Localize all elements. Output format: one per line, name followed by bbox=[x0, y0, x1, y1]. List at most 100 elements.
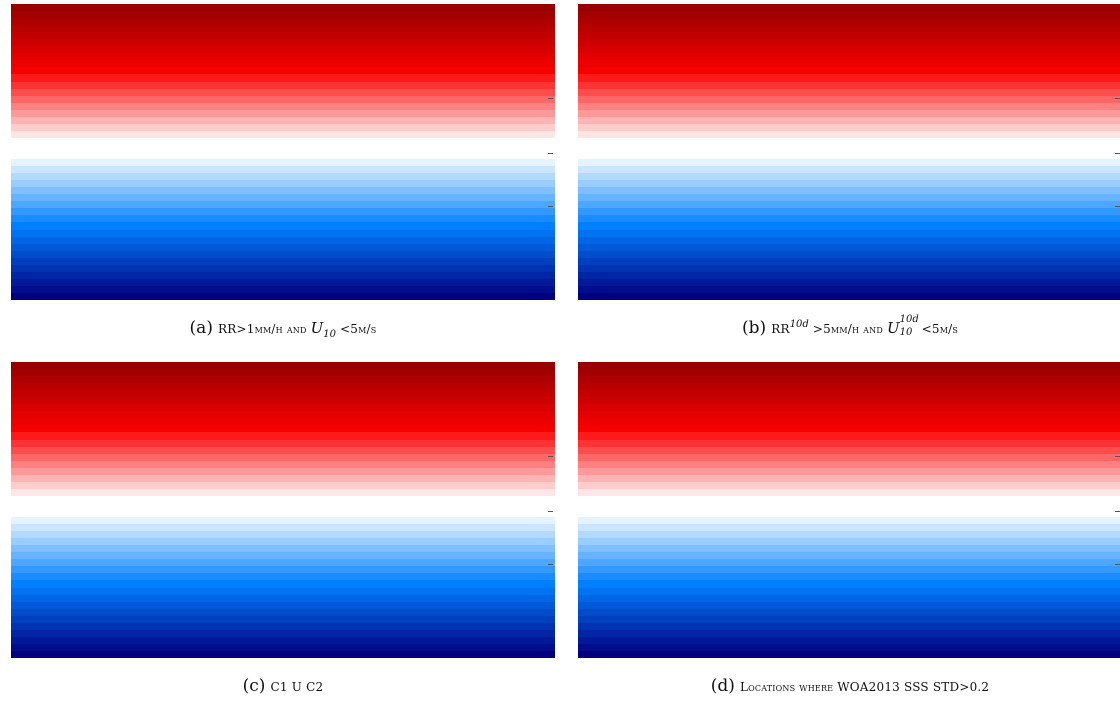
map-panel-a bbox=[11, 4, 555, 300]
color-band bbox=[11, 524, 555, 534]
color-band bbox=[11, 418, 555, 428]
color-band bbox=[11, 517, 555, 527]
color-band bbox=[11, 650, 555, 658]
color-band bbox=[11, 250, 555, 260]
caption-d-label: (d) bbox=[710, 676, 735, 696]
color-band bbox=[11, 67, 555, 77]
color-band bbox=[578, 488, 1120, 498]
color-band bbox=[578, 538, 1120, 548]
color-band bbox=[578, 573, 1120, 583]
color-band bbox=[11, 594, 555, 604]
color-band bbox=[11, 397, 555, 407]
color-band bbox=[11, 215, 555, 225]
color-band bbox=[578, 481, 1120, 491]
color-band bbox=[11, 285, 555, 295]
caption-b-label: (b) bbox=[741, 318, 767, 338]
color-band bbox=[578, 397, 1120, 407]
color-band bbox=[578, 271, 1120, 281]
color-band bbox=[578, 166, 1120, 176]
color-band bbox=[578, 545, 1120, 555]
color-band bbox=[11, 264, 555, 274]
caption-b-text2: >5mm/h and bbox=[808, 322, 887, 336]
color-band bbox=[11, 446, 555, 456]
color-band bbox=[578, 608, 1120, 618]
color-band bbox=[578, 524, 1120, 534]
edge-tick bbox=[1115, 152, 1120, 154]
color-band bbox=[578, 502, 1120, 512]
color-band bbox=[578, 208, 1120, 218]
color-band bbox=[578, 418, 1120, 428]
color-band bbox=[578, 510, 1120, 519]
caption-c-text1: C1 U C2 bbox=[270, 680, 324, 694]
color-band bbox=[578, 236, 1120, 246]
color-band bbox=[11, 545, 555, 555]
color-band bbox=[578, 439, 1120, 449]
color-band bbox=[578, 474, 1120, 484]
edge-tick bbox=[548, 563, 553, 565]
color-band bbox=[11, 453, 555, 463]
color-band bbox=[11, 109, 555, 119]
color-band bbox=[578, 460, 1120, 470]
color-band bbox=[578, 615, 1120, 625]
color-band bbox=[578, 411, 1120, 421]
edge-tick bbox=[548, 510, 553, 512]
color-band bbox=[578, 116, 1120, 126]
color-band bbox=[11, 439, 555, 449]
color-band bbox=[578, 159, 1120, 169]
color-band bbox=[578, 566, 1120, 576]
color-band bbox=[578, 467, 1120, 477]
color-band bbox=[11, 566, 555, 576]
color-band bbox=[11, 636, 555, 646]
color-band bbox=[578, 636, 1120, 646]
color-band bbox=[11, 629, 555, 639]
color-band bbox=[11, 481, 555, 491]
color-band bbox=[11, 173, 555, 183]
map-panel-c bbox=[11, 362, 555, 658]
color-band bbox=[578, 81, 1120, 91]
edge-tick bbox=[1115, 563, 1120, 565]
color-band bbox=[578, 53, 1120, 63]
color-band bbox=[11, 502, 555, 512]
color-band bbox=[11, 236, 555, 246]
color-band bbox=[578, 194, 1120, 204]
edge-tick bbox=[548, 152, 553, 154]
color-band bbox=[578, 601, 1120, 611]
color-band bbox=[578, 229, 1120, 239]
caption-a-sub: 10 bbox=[323, 329, 337, 340]
color-band bbox=[578, 650, 1120, 658]
color-band bbox=[11, 271, 555, 281]
color-band bbox=[11, 152, 555, 161]
edge-tick bbox=[548, 98, 553, 100]
caption-a-text1: RR>1mm/h and bbox=[218, 322, 311, 336]
color-band bbox=[578, 130, 1120, 140]
color-band bbox=[578, 629, 1120, 639]
color-band bbox=[11, 425, 555, 435]
color-band bbox=[578, 201, 1120, 211]
color-band bbox=[578, 594, 1120, 604]
color-band bbox=[11, 587, 555, 597]
color-band bbox=[578, 95, 1120, 105]
color-band bbox=[578, 109, 1120, 119]
color-band bbox=[11, 531, 555, 541]
color-band bbox=[11, 208, 555, 218]
caption-b: (b) RR10d >5mm/h and U 10d 10 <5m/s bbox=[578, 314, 1120, 338]
color-band bbox=[11, 222, 555, 232]
color-band bbox=[11, 11, 555, 21]
color-band bbox=[11, 180, 555, 190]
color-band bbox=[578, 580, 1120, 590]
color-band bbox=[11, 432, 555, 442]
color-band bbox=[11, 643, 555, 653]
edge-tick bbox=[1115, 510, 1120, 512]
color-band bbox=[578, 60, 1120, 70]
color-band bbox=[11, 144, 555, 154]
edge-tick bbox=[1115, 205, 1120, 207]
map-panel-d bbox=[578, 362, 1120, 658]
color-band bbox=[578, 552, 1120, 562]
color-band bbox=[578, 376, 1120, 386]
color-band bbox=[578, 517, 1120, 527]
color-band bbox=[578, 257, 1120, 267]
color-band bbox=[578, 74, 1120, 84]
color-band bbox=[11, 46, 555, 56]
color-band bbox=[11, 53, 555, 63]
color-band bbox=[11, 292, 555, 300]
